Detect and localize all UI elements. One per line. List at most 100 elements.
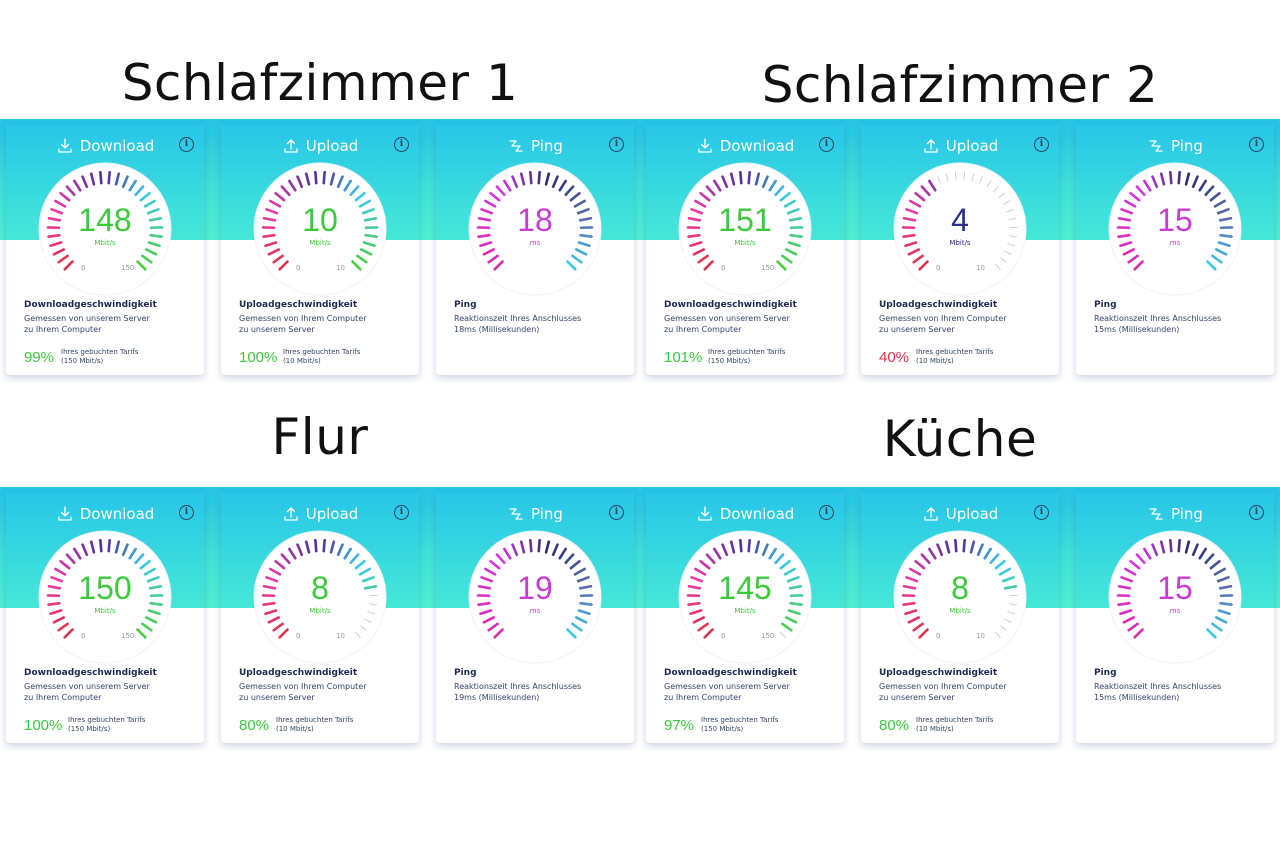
gauge-tick-active — [1122, 248, 1136, 256]
download-icon — [56, 137, 74, 155]
gauge-tick-active — [329, 172, 336, 186]
gauge-tick-active — [1216, 208, 1230, 215]
upload-card: Upload i 10 Mbit/s 0 10 Uploadgeschwindigkeit G… — [221, 125, 419, 375]
tariff-line: Ihres gebuchten Tarifs — [701, 716, 779, 724]
gauge-tick-active — [705, 185, 716, 197]
gauge-unit: Mbit/s — [94, 607, 116, 615]
gauge-tick-active — [1177, 170, 1181, 185]
gauge-tick-active — [487, 622, 499, 632]
gauge-tick-active — [983, 547, 992, 560]
info-icon[interactable]: i — [179, 505, 194, 520]
gauge-tick-active — [287, 547, 297, 560]
tariff-note: Ihres gebuchten Tarifs (150 Mbit/s) — [708, 348, 785, 366]
gauge-tick-active — [141, 254, 153, 264]
gauge-tick — [1007, 611, 1015, 615]
gauge-tick-active — [1129, 559, 1141, 570]
gauge-tick-active — [502, 179, 512, 192]
gauge-tick-active — [579, 601, 593, 606]
gauge-tick-active — [134, 553, 145, 565]
gauge-tick-active — [128, 547, 137, 560]
info-icon[interactable]: i — [1249, 137, 1264, 152]
ping-icon — [1147, 505, 1165, 523]
tariff-percentage: 100% — [239, 349, 278, 366]
card-title: Uploadgeschwindigkeit — [879, 300, 998, 310]
gauge-unit: ms — [529, 607, 541, 615]
gauge-tick-active — [697, 622, 709, 632]
upload-icon — [282, 137, 300, 155]
gauge-tick-active — [269, 567, 282, 576]
gauge-tick-active — [63, 260, 74, 271]
info-icon[interactable]: i — [179, 137, 194, 152]
gauge-tick — [971, 173, 975, 181]
gauge-tick-active — [278, 260, 289, 271]
gauge-tick-active — [1127, 254, 1139, 264]
info-icon[interactable]: i — [819, 505, 834, 520]
gauge-tick-active — [359, 248, 373, 256]
gauge-tick-active — [577, 241, 591, 248]
gauge-tick-active — [692, 616, 706, 624]
gauge-value: 18 — [517, 202, 553, 238]
gauge-tick-active — [551, 543, 559, 557]
gauge-tick-active — [65, 185, 76, 197]
gauge-tick-active — [747, 538, 751, 553]
gauge-tick-active — [287, 179, 297, 192]
info-icon[interactable]: i — [394, 137, 409, 152]
download-card: Download i 145 Mbit/s 0 150 Downloadgeschwindi… — [646, 493, 844, 743]
info-icon[interactable]: i — [609, 505, 624, 520]
gauge-dial — [253, 530, 387, 664]
gauge-tick-active — [1206, 260, 1217, 271]
gauge-tick-active — [578, 584, 593, 590]
gauge-tick — [979, 176, 984, 184]
gauge-min-label: 0 — [721, 264, 726, 272]
info-icon[interactable]: i — [609, 137, 624, 152]
gauge-tick-active — [146, 208, 160, 215]
gauge-tick — [945, 173, 949, 181]
gauge-tick-active — [484, 199, 497, 208]
gauge-tick-active — [786, 208, 800, 215]
ping-label: Ping — [531, 505, 563, 523]
gauge-tick-active — [976, 543, 984, 557]
info-icon[interactable]: i — [1034, 137, 1049, 152]
gauge: 8 Mbit/s 0 10 — [890, 527, 1030, 667]
info-icon[interactable]: i — [1249, 505, 1264, 520]
info-icon[interactable]: i — [819, 137, 834, 152]
gauge-tick — [1003, 200, 1011, 205]
gauge-tick — [360, 625, 367, 631]
gauge-tick-active — [1120, 576, 1134, 583]
gauge-tick-active — [495, 185, 506, 197]
description-line: Gemessen von unserem Server — [664, 682, 790, 691]
gauge-tick-active — [579, 233, 593, 238]
gauge-dial — [678, 162, 812, 296]
gauge-tick-active — [694, 567, 707, 576]
upload-label: Upload — [945, 505, 999, 523]
gauge-tick-active — [363, 216, 378, 222]
gauge-tick-active — [148, 584, 163, 590]
info-icon[interactable]: i — [394, 505, 409, 520]
gauge-tick-active — [267, 248, 281, 256]
gauge-tick-active — [1117, 216, 1132, 222]
room-title-flur: Flur — [271, 408, 369, 466]
room-title-schlafzimmer-2: Schlafzimmer 2 — [761, 56, 1159, 114]
tariff-percentage: 80% — [879, 717, 910, 734]
gauge-tick-active — [788, 216, 803, 222]
download-icon — [56, 505, 74, 523]
gauge-tick-active — [493, 628, 504, 639]
gauge-tick-active — [912, 254, 924, 264]
gauge-tick-active — [322, 538, 326, 553]
description-line: Gemessen von unserem Server — [664, 314, 790, 323]
gauge-tick-active — [1213, 567, 1226, 576]
download-header: Download — [6, 503, 204, 525]
room-title-schlafzimmer-1: Schlafzimmer 1 — [121, 54, 519, 112]
upload-header: Upload — [861, 135, 1059, 157]
gauge-value: 8 — [951, 570, 969, 606]
tariff-percentage: 97% — [664, 717, 695, 734]
gauge-tick-active — [1135, 553, 1146, 565]
gauge-tick-active — [477, 233, 491, 238]
gauge-tick-active — [336, 175, 344, 189]
gauge-tick-active — [143, 199, 156, 208]
gauge-tick-active — [920, 185, 931, 197]
gauge-tick-active — [989, 553, 1000, 565]
gauge-tick-active — [1169, 170, 1173, 185]
info-icon[interactable]: i — [1034, 505, 1049, 520]
gauge-tick-active — [1133, 628, 1144, 639]
